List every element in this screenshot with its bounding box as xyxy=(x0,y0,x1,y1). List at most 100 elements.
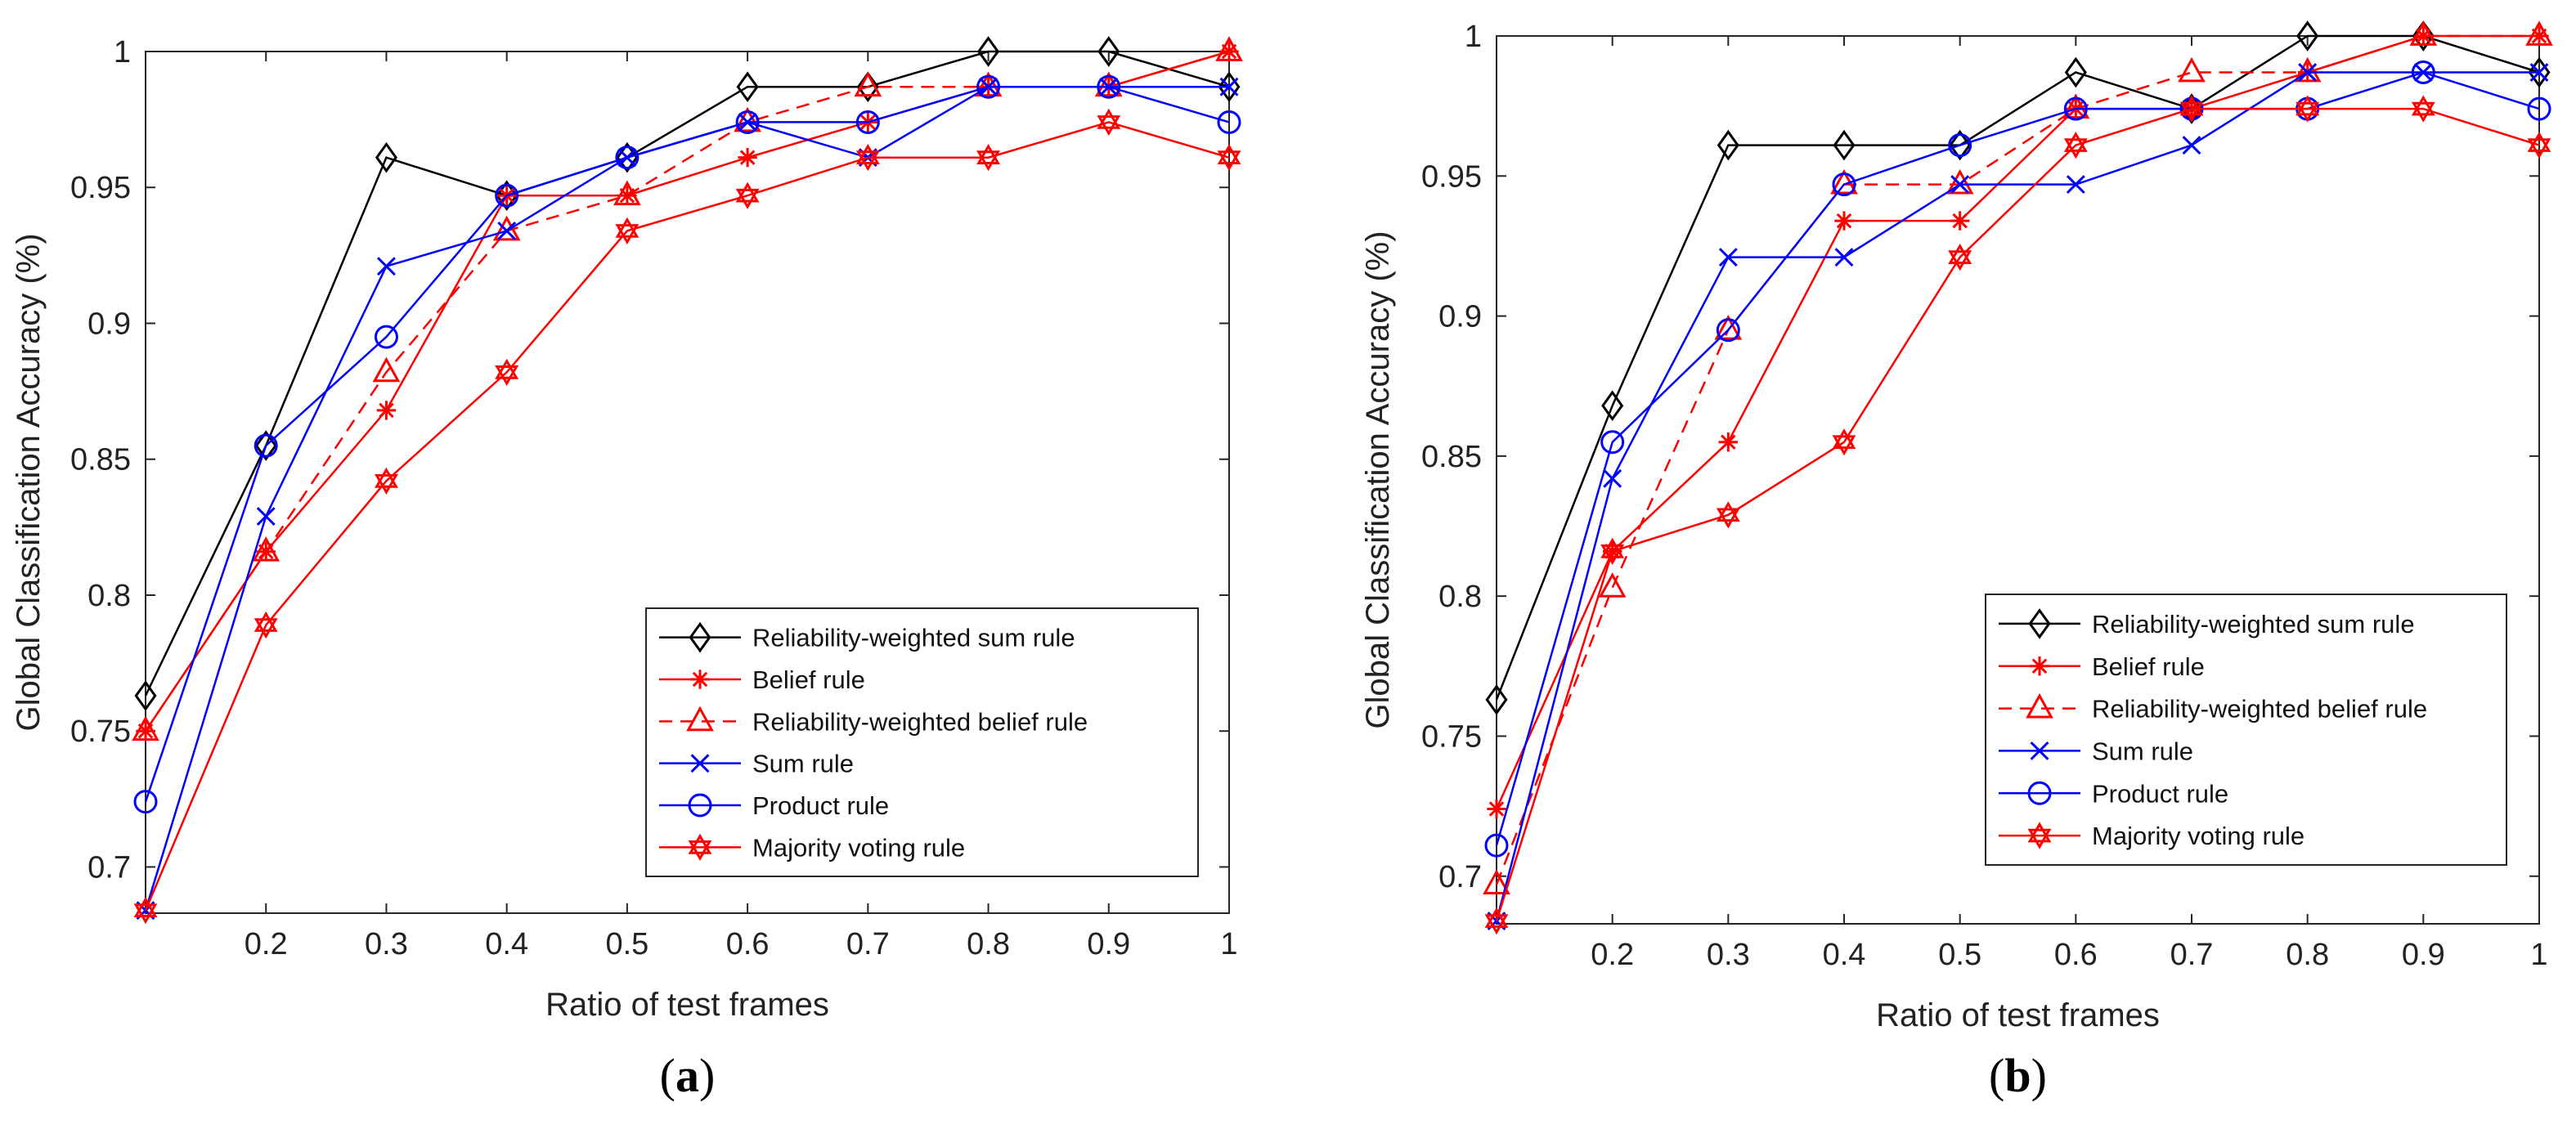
chart-panel-a: 0.2 0.3 0.4 0.5 0.6 0.7 0.8 0.9 1 0.7 0.75 0.8 0.85 0… xyxy=(11,35,1243,1102)
y-tick-label: 0.7 xyxy=(1438,860,1482,894)
series-product-rule xyxy=(133,74,1241,814)
legend: Reliability-weighted sum rule Belief rule… xyxy=(1985,594,2507,866)
legend-label: Reliability-weighted belief rule xyxy=(2092,695,2427,724)
data-point-circle xyxy=(133,790,158,814)
data-point-star-down xyxy=(1948,250,1972,271)
legend-label: Majority voting rule xyxy=(752,833,965,862)
legend-marker-x xyxy=(2030,741,2049,760)
series-line xyxy=(144,121,1230,912)
data-point-triangle xyxy=(1598,572,1627,598)
legend-marker-star-down xyxy=(2027,828,2052,849)
data-point-x xyxy=(376,257,396,276)
panel-label-open: ( xyxy=(1989,1049,2004,1102)
data-point-x xyxy=(2298,63,2318,82)
data-point-star xyxy=(1832,428,1856,456)
data-point-star xyxy=(2411,95,2435,123)
data-point-star xyxy=(1716,501,1740,529)
data-point-asterisk xyxy=(136,721,155,741)
data-point-star-up xyxy=(735,181,760,203)
series-line xyxy=(1495,34,2540,701)
data-point-x xyxy=(1950,175,1970,195)
series-line xyxy=(144,85,1230,803)
data-point-x xyxy=(1834,248,1854,267)
data-point-star xyxy=(2179,95,2204,123)
y-tick-label: 0.8 xyxy=(88,579,131,613)
y-tick-label: 0.85 xyxy=(70,443,131,477)
legend-marker-star-down xyxy=(688,840,712,862)
y-axis-label: Global Classification Accuracy (%) xyxy=(11,233,47,731)
panel-label-close: ) xyxy=(2031,1049,2047,1102)
x-tick-label: 0.7 xyxy=(2170,938,2214,972)
legend-label: Reliability-weighted sum rule xyxy=(752,624,1075,652)
data-point-triangle xyxy=(2293,56,2322,83)
data-point-x xyxy=(1603,468,1622,488)
data-point-triangle xyxy=(252,536,280,562)
data-point-star xyxy=(2296,95,2320,123)
data-point-diamond xyxy=(616,141,639,173)
data-point-star xyxy=(735,181,760,209)
data-point-star-down xyxy=(1600,544,1625,565)
x-tick-label: 0.2 xyxy=(1591,938,1634,972)
y-tick-label: 1 xyxy=(114,35,131,69)
data-point-star-down xyxy=(976,150,1000,172)
x-tick-label: 1 xyxy=(2530,938,2547,972)
data-point-star-up xyxy=(976,144,1000,164)
data-point-circle xyxy=(2063,96,2088,121)
data-point-star xyxy=(615,217,640,245)
data-point-circle xyxy=(1217,110,1241,134)
data-point-asterisk xyxy=(617,186,637,205)
data-point-star-up xyxy=(375,467,398,488)
x-tick-label: 0.9 xyxy=(2402,938,2445,972)
data-point-star-up xyxy=(1832,428,1856,450)
legend-label: Reliability-weighted belief rule xyxy=(752,707,1088,736)
legend-marker-star-up xyxy=(2027,822,2052,843)
data-point-star-down xyxy=(1097,115,1121,137)
data-point-star-down xyxy=(1217,150,1241,172)
legend-marker-star xyxy=(2027,822,2052,849)
data-point-diamond xyxy=(375,141,397,173)
data-point-circle xyxy=(1832,172,1856,197)
x-tick-label: 0.3 xyxy=(1707,938,1750,972)
data-point-star-down xyxy=(2527,138,2551,159)
data-point-asterisk xyxy=(2413,26,2434,46)
data-point-star-up xyxy=(2063,132,2088,152)
x-tick-label: 0.8 xyxy=(967,927,1010,961)
y-tick-label: 0.8 xyxy=(1438,580,1482,614)
legend-marker-circle xyxy=(688,793,712,818)
data-point-star-up xyxy=(495,358,519,379)
x-tick-label: 0.4 xyxy=(485,927,528,961)
data-point-star-down xyxy=(2411,101,2435,123)
legend-marker-triangle xyxy=(686,706,714,732)
legend-label: Reliability-weighted sum rule xyxy=(2092,610,2415,638)
data-point-circle xyxy=(495,183,519,208)
series-majority-voting-rule xyxy=(133,108,1241,925)
data-point-triangle xyxy=(613,180,641,206)
x-tick-label: 0.8 xyxy=(2286,938,2329,972)
data-point-star xyxy=(1217,143,1241,172)
data-point-diamond xyxy=(2412,20,2435,52)
data-point-star-down xyxy=(495,365,519,386)
data-point-asterisk xyxy=(1487,799,1506,819)
series-reliability-weighted-belief-rule xyxy=(1483,20,2553,894)
data-point-triangle xyxy=(734,106,761,132)
panel-label-letter: b xyxy=(2004,1049,2031,1102)
data-point-circle xyxy=(1484,833,1509,858)
data-point-triangle xyxy=(1483,869,1510,894)
y-tick-label: 0.95 xyxy=(1421,159,1482,194)
data-point-star xyxy=(1948,244,1972,271)
legend-label: Product rule xyxy=(752,791,889,820)
data-point-asterisk xyxy=(376,401,397,420)
legend-label: Sum rule xyxy=(2092,737,2193,765)
series-majority-voting-rule xyxy=(1484,95,2551,935)
data-point-star-down xyxy=(615,224,640,245)
series-line xyxy=(1495,107,2540,921)
legend-marker-x xyxy=(690,754,710,773)
data-point-star-up xyxy=(1217,143,1241,164)
y-axis-label: Global Classification Accuracy (%) xyxy=(1360,231,1396,728)
data-point-star-down xyxy=(855,150,880,172)
legend-marker-diamond xyxy=(2028,608,2051,639)
data-point-star xyxy=(1484,907,1509,935)
data-point-triangle xyxy=(1215,36,1243,61)
data-point-triangle xyxy=(492,215,521,241)
